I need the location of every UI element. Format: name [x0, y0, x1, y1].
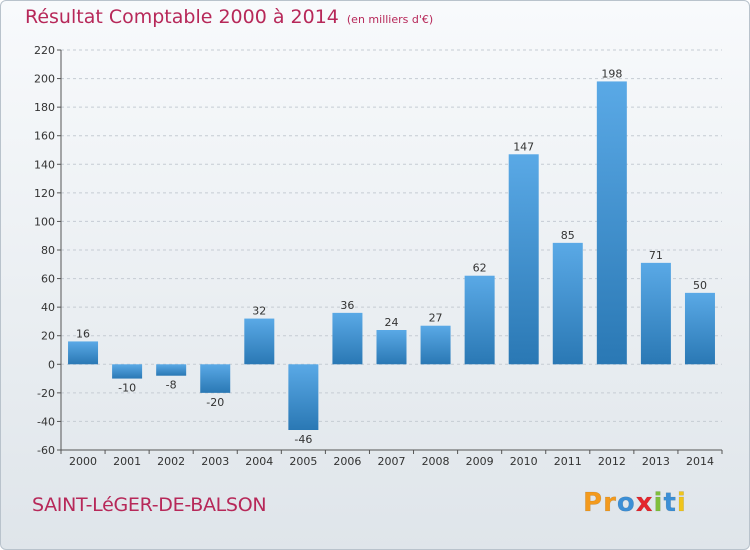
x-tick-label: 2002 [157, 455, 185, 468]
data-label-2009: 62 [473, 262, 487, 275]
y-tick-label: 180 [34, 101, 55, 114]
data-label-2003: -20 [206, 396, 224, 409]
bar-2013 [640, 262, 671, 365]
data-label-2011: 85 [561, 229, 575, 242]
x-tick-label: 2012 [598, 455, 626, 468]
bar-2012 [596, 81, 627, 365]
bar-2004 [244, 318, 275, 365]
data-label-2014: 50 [693, 279, 707, 292]
bar-2008 [420, 325, 451, 365]
bar-2005 [288, 364, 319, 430]
data-label-2000: 16 [76, 327, 90, 340]
x-tick-label: 2001 [113, 455, 141, 468]
y-tick-label: 80 [41, 244, 55, 257]
y-tick-label: -60 [37, 444, 55, 457]
y-tick-label: 20 [41, 330, 55, 343]
proxiti-logo: Proxiti [583, 488, 687, 519]
logo-letter: i [676, 488, 687, 519]
data-label-2007: 24 [385, 316, 399, 329]
x-tick-label: 2006 [333, 455, 361, 468]
data-label-2010: 147 [513, 140, 534, 153]
x-tick-label: 2005 [289, 455, 317, 468]
y-tick-label: -20 [37, 387, 55, 400]
y-tick-label: 160 [34, 130, 55, 143]
x-tick-label: 2011 [554, 455, 582, 468]
data-label-2006: 36 [340, 299, 354, 312]
y-tick-label: 220 [34, 44, 55, 57]
bar-2011 [552, 242, 583, 365]
x-tick-label: 2008 [422, 455, 450, 468]
bar-2006 [332, 312, 363, 365]
bar-2003 [200, 364, 231, 393]
x-tick-label: 2004 [245, 455, 273, 468]
x-tick-label: 2010 [510, 455, 538, 468]
bar-2010 [508, 154, 539, 365]
logo-letter: x [635, 488, 654, 519]
x-tick-label: 2003 [201, 455, 229, 468]
title-units: (en milliers d'€) [346, 13, 434, 26]
x-tick-label: 2000 [69, 455, 97, 468]
bar-2009 [464, 275, 495, 365]
logo-letter: t [663, 488, 677, 519]
x-tick-label: 2007 [378, 455, 406, 468]
data-label-2004: 32 [252, 305, 266, 318]
logo-letter: i [653, 488, 664, 519]
x-tick-label: 2009 [466, 455, 494, 468]
y-tick-label: 40 [41, 301, 55, 314]
x-tick-label: 2014 [686, 455, 714, 468]
data-label-2001: -10 [118, 382, 136, 395]
y-tick-label: 100 [34, 215, 55, 228]
chart-title: Résultat Comptable 2000 à 2014 (en millie… [25, 6, 433, 28]
y-tick-label: 200 [34, 73, 55, 86]
data-label-2012: 198 [601, 67, 622, 80]
data-label-2002: -8 [166, 379, 177, 392]
bar-2014 [684, 292, 715, 365]
y-tick-label: 120 [34, 187, 55, 200]
town-name: SAINT-LéGER-DE-BALSON [32, 494, 267, 516]
data-label-2005: -46 [294, 433, 312, 446]
bar-2002 [156, 364, 187, 376]
bar-2001 [112, 364, 143, 379]
bar-2000 [68, 341, 99, 365]
logo-letter: r [603, 488, 617, 519]
logo-letter: o [616, 488, 636, 519]
data-label-2013: 71 [649, 249, 663, 262]
bar-2007 [376, 330, 407, 365]
y-tick-label: 140 [34, 158, 55, 171]
axes: -60 -40 -20 0 20 40 60 80 100 120 140 160 180 200 220 2… [34, 44, 723, 468]
y-tick-label: -40 [37, 415, 55, 428]
logo-letter: P [583, 488, 604, 519]
x-tick-label: 2013 [642, 455, 670, 468]
y-tick-label: 60 [41, 273, 55, 286]
y-tick-label: 0 [48, 358, 55, 371]
data-label-2008: 27 [429, 312, 443, 325]
bars [68, 81, 715, 430]
title-text: Résultat Comptable 2000 à 2014 [25, 6, 339, 28]
data-labels: 16 -10 -8 -20 32 -46 36 24 27 62 147 85 198 71 50 [76, 67, 707, 446]
